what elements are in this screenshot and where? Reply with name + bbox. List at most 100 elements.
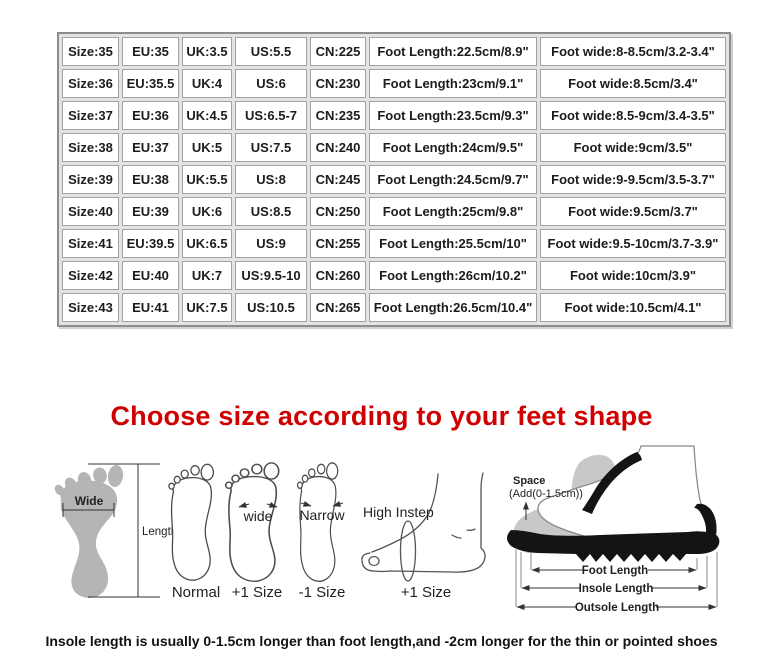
cell-cn: CN:240: [310, 133, 366, 162]
wide-foot-label: wide: [243, 508, 273, 524]
cell-size: Size:36: [62, 69, 119, 98]
cell-uk: UK:4: [182, 69, 232, 98]
cell-foot_wide: Foot wide:9.5cm/3.7": [540, 197, 726, 226]
cell-us: US:9: [235, 229, 307, 258]
cell-eu: EU:39.5: [122, 229, 179, 258]
cell-cn: CN:255: [310, 229, 366, 258]
space-label: Space: [513, 475, 545, 487]
cell-uk: UK:5: [182, 133, 232, 162]
cell-size: Size:37: [62, 101, 119, 130]
cell-foot_length: Foot Length:25cm/9.8": [369, 197, 537, 226]
size-table-body: Size:35 EU:35 UK:3.5 US:5.5 CN:225 Foot Lengt…: [62, 37, 726, 322]
cell-foot_wide: Foot wide:9cm/3.5": [540, 133, 726, 162]
size-row: Size:43 EU:41 UK:7.5 US:10.5 CN:265 Foot Leng…: [62, 293, 726, 322]
cell-foot_length: Foot Length:24.5cm/9.7": [369, 165, 537, 194]
cell-cn: CN:230: [310, 69, 366, 98]
size-conversion-table: Size:35 EU:35 UK:3.5 US:5.5 CN:225 Foot Lengt…: [59, 34, 729, 325]
wide-measure-lines: [62, 503, 115, 517]
size-row: Size:35 EU:35 UK:3.5 US:5.5 CN:225 Foot Lengt…: [62, 37, 726, 66]
size-row: Size:40 EU:39 UK:6 US:8.5 CN:250 Foot Length:…: [62, 197, 726, 226]
cell-us: US:6: [235, 69, 307, 98]
cell-foot_wide: Foot wide:8.5cm/3.4": [540, 69, 726, 98]
insole-footnote: Insole length is usually 0-1.5cm longer …: [45, 633, 718, 649]
cell-cn: CN:225: [310, 37, 366, 66]
cell-us: US:7.5: [235, 133, 307, 162]
cell-eu: EU:37: [122, 133, 179, 162]
feet-shape-diagram: Wide Length Normal wide +1 Size: [54, 445, 720, 614]
size-row: Size:39 EU:38 UK:5.5 US:8 CN:245 Foot Length:…: [62, 165, 726, 194]
space-note-label: (Add(0-1.5cm)): [509, 488, 583, 500]
normal-foot-graphic: Normal: [168, 463, 220, 601]
minus-one-size-label: -1 Size: [299, 584, 346, 601]
cell-size: Size:42: [62, 261, 119, 290]
cell-size: Size:41: [62, 229, 119, 258]
cell-foot_wide: Foot wide:10.5cm/4.1": [540, 293, 726, 322]
gray-footprint-graphic: Wide Length: [54, 463, 177, 598]
high-instep-label: High Instep: [363, 504, 434, 520]
high-instep-graphic: High Instep +1 Size: [361, 472, 486, 601]
cell-size: Size:38: [62, 133, 119, 162]
cell-foot_length: Foot Length:25.5cm/10": [369, 229, 537, 258]
cell-uk: UK:6.5: [182, 229, 232, 258]
cell-cn: CN:245: [310, 165, 366, 194]
wide-foot-graphic: wide +1 Size: [224, 462, 282, 601]
cell-foot_length: Foot Length:23.5cm/9.3": [369, 101, 537, 130]
cell-eu: EU:36: [122, 101, 179, 130]
size-row: Size:36 EU:35.5 UK:4 US:6 CN:230 Foot Length:…: [62, 69, 726, 98]
normal-label: Normal: [172, 584, 220, 601]
cell-us: US:10.5: [235, 293, 307, 322]
cell-size: Size:40: [62, 197, 119, 226]
size-table: Size:35 EU:35 UK:3.5 US:5.5 CN:225 Foot Lengt…: [57, 32, 731, 327]
cell-us: US:8.5: [235, 197, 307, 226]
cell-uk: UK:5.5: [182, 165, 232, 194]
cell-foot_wide: Foot wide:8-8.5cm/3.2-3.4": [540, 37, 726, 66]
cell-cn: CN:250: [310, 197, 366, 226]
cell-foot_wide: Foot wide:9-9.5cm/3.5-3.7": [540, 165, 726, 194]
cell-eu: EU:35.5: [122, 69, 179, 98]
cell-eu: EU:39: [122, 197, 179, 226]
size-row: Size:38 EU:37 UK:5 US:7.5 CN:240 Foot Length:…: [62, 133, 726, 162]
cell-cn: CN:260: [310, 261, 366, 290]
length-measure-lines: [88, 463, 160, 598]
size-row: Size:37 EU:36 UK:4.5 US:6.5-7 CN:235 Foot Len…: [62, 101, 726, 130]
cell-foot_length: Foot Length:23cm/9.1": [369, 69, 537, 98]
cell-foot_wide: Foot wide:10cm/3.9": [540, 261, 726, 290]
narrow-foot-graphic: Narrow -1 Size: [296, 462, 346, 601]
cell-foot_length: Foot Length:26cm/10.2": [369, 261, 537, 290]
shoe-measure-graphic: Space (Add(0-1.5cm)) Foot Length Insole …: [507, 445, 720, 614]
cell-uk: UK:7.5: [182, 293, 232, 322]
cell-uk: UK:6: [182, 197, 232, 226]
wide-label: Wide: [75, 494, 104, 508]
cell-us: US:5.5: [235, 37, 307, 66]
length-label: Length: [142, 526, 177, 538]
cell-uk: UK:7: [182, 261, 232, 290]
cell-cn: CN:265: [310, 293, 366, 322]
cell-foot_wide: Foot wide:9.5-10cm/3.7-3.9": [540, 229, 726, 258]
cell-size: Size:35: [62, 37, 119, 66]
cell-size: Size:43: [62, 293, 119, 322]
cell-cn: CN:235: [310, 101, 366, 130]
insole-length-dim-label: Insole Length: [579, 583, 654, 595]
cell-eu: EU:41: [122, 293, 179, 322]
cell-us: US:9.5-10: [235, 261, 307, 290]
page-title: Choose size according to your feet shape: [110, 401, 653, 431]
cell-foot_length: Foot Length:22.5cm/8.9": [369, 37, 537, 66]
plus-one-size-label-2: +1 Size: [401, 584, 451, 601]
cell-us: US:6.5-7: [235, 101, 307, 130]
outsole-length-dim-label: Outsole Length: [575, 602, 659, 614]
size-row: Size:41 EU:39.5 UK:6.5 US:9 CN:255 Foot Lengt…: [62, 229, 726, 258]
size-row: Size:42 EU:40 UK:7 US:9.5-10 CN:260 Foot Leng…: [62, 261, 726, 290]
cell-size: Size:39: [62, 165, 119, 194]
cell-foot_length: Foot Length:26.5cm/10.4": [369, 293, 537, 322]
foot-length-dim-label: Foot Length: [582, 565, 648, 577]
cell-foot_wide: Foot wide:8.5-9cm/3.4-3.5": [540, 101, 726, 130]
cell-foot_length: Foot Length:24cm/9.5": [369, 133, 537, 162]
cell-uk: UK:3.5: [182, 37, 232, 66]
cell-us: US:8: [235, 165, 307, 194]
plus-one-size-label: +1 Size: [232, 584, 282, 601]
cell-eu: EU:40: [122, 261, 179, 290]
cell-uk: UK:4.5: [182, 101, 232, 130]
cell-eu: EU:38: [122, 165, 179, 194]
narrow-foot-label: Narrow: [299, 507, 345, 523]
